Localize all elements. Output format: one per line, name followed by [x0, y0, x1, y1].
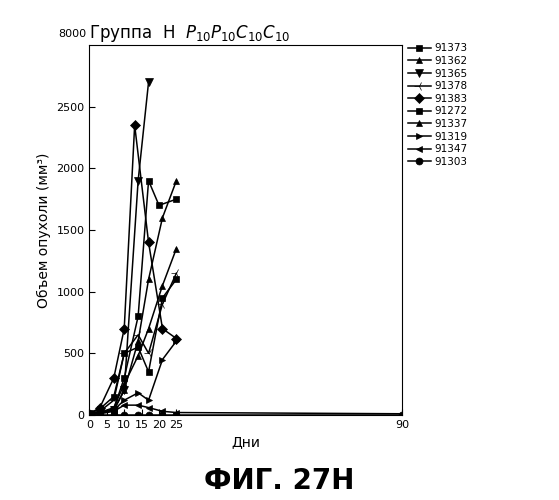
91362 [111, 407, 117, 413]
91365 [86, 412, 93, 418]
91303 [86, 412, 93, 418]
91373 [135, 314, 141, 320]
91373 [173, 196, 180, 202]
Text: Группа  Н  $P_{10}P_{10}C_{10}C_{10}$: Группа Н $P_{10}P_{10}C_{10}C_{10}$ [89, 23, 291, 44]
Line: 91319: 91319 [86, 338, 180, 418]
91337 [159, 282, 166, 288]
91383 [121, 326, 127, 332]
91319 [111, 407, 117, 413]
Line: 91373: 91373 [86, 177, 180, 417]
Legend: 91373, 91362, 91365, 91378, 91383, 91272, 91337, 91319, 91347, 91303: 91373, 91362, 91365, 91378, 91383, 91272… [406, 42, 470, 169]
91347 [86, 412, 93, 418]
91378 [121, 350, 127, 356]
91272 [111, 394, 117, 400]
Line: 91303: 91303 [86, 411, 406, 418]
91378 [135, 332, 141, 338]
91303 [121, 412, 127, 418]
Line: 91337: 91337 [86, 245, 180, 417]
91383 [159, 326, 166, 332]
91373 [86, 411, 93, 417]
91373 [155, 202, 162, 208]
91272 [135, 344, 141, 350]
91373 [111, 406, 117, 412]
91337 [135, 353, 141, 359]
91362 [159, 214, 166, 220]
91347 [145, 404, 152, 410]
91337 [173, 246, 180, 252]
91347 [399, 411, 406, 417]
91347 [135, 402, 141, 408]
91319 [86, 412, 93, 418]
91337 [121, 381, 127, 387]
Y-axis label: Объем опухоли (мм³): Объем опухоли (мм³) [37, 152, 51, 308]
91272 [145, 369, 152, 375]
Line: 91365: 91365 [86, 78, 153, 418]
91383 [97, 404, 103, 410]
91303 [145, 412, 152, 418]
Line: 91347: 91347 [86, 402, 406, 418]
91347 [111, 408, 117, 414]
91272 [159, 295, 166, 301]
Line: 91362: 91362 [86, 177, 180, 417]
91337 [145, 326, 152, 332]
91362 [86, 411, 93, 417]
91303 [159, 412, 166, 418]
91383 [173, 336, 180, 342]
91362 [135, 338, 141, 344]
91347 [121, 402, 127, 408]
91365 [97, 410, 103, 416]
91362 [173, 178, 180, 184]
Line: 91378: 91378 [84, 268, 181, 418]
91347 [97, 411, 103, 417]
91362 [97, 410, 103, 416]
91347 [159, 408, 166, 414]
91378 [173, 270, 180, 276]
91378 [86, 411, 93, 417]
Line: 91383: 91383 [86, 122, 180, 417]
91319 [135, 390, 141, 396]
91373 [121, 375, 127, 381]
91373 [97, 410, 103, 416]
91319 [159, 356, 166, 362]
91337 [86, 411, 93, 417]
91378 [111, 397, 117, 403]
91303 [399, 412, 406, 418]
91303 [135, 412, 141, 418]
91303 [97, 412, 103, 418]
Text: ФИГ. 27Н: ФИГ. 27Н [204, 467, 355, 495]
91272 [97, 406, 103, 412]
91303 [111, 412, 117, 418]
Line: 91272: 91272 [86, 276, 180, 417]
91365 [145, 79, 152, 85]
91337 [97, 410, 103, 416]
91272 [86, 411, 93, 417]
91319 [173, 338, 180, 344]
91383 [111, 375, 117, 381]
91272 [121, 350, 127, 356]
91319 [145, 397, 152, 403]
91365 [121, 388, 127, 394]
91373 [145, 178, 152, 184]
91319 [97, 410, 103, 416]
91365 [111, 407, 117, 413]
91272 [173, 276, 180, 282]
91319 [121, 397, 127, 403]
91378 [159, 301, 166, 307]
91378 [145, 350, 152, 356]
91362 [121, 388, 127, 394]
91378 [97, 408, 103, 414]
91383 [86, 411, 93, 417]
91362 [145, 276, 152, 282]
91383 [131, 122, 138, 128]
Text: 8000: 8000 [59, 28, 87, 38]
91383 [145, 240, 152, 246]
91337 [111, 404, 117, 410]
91303 [173, 412, 180, 418]
X-axis label: Дни: Дни [231, 436, 260, 450]
91347 [173, 410, 180, 416]
91365 [135, 178, 141, 184]
